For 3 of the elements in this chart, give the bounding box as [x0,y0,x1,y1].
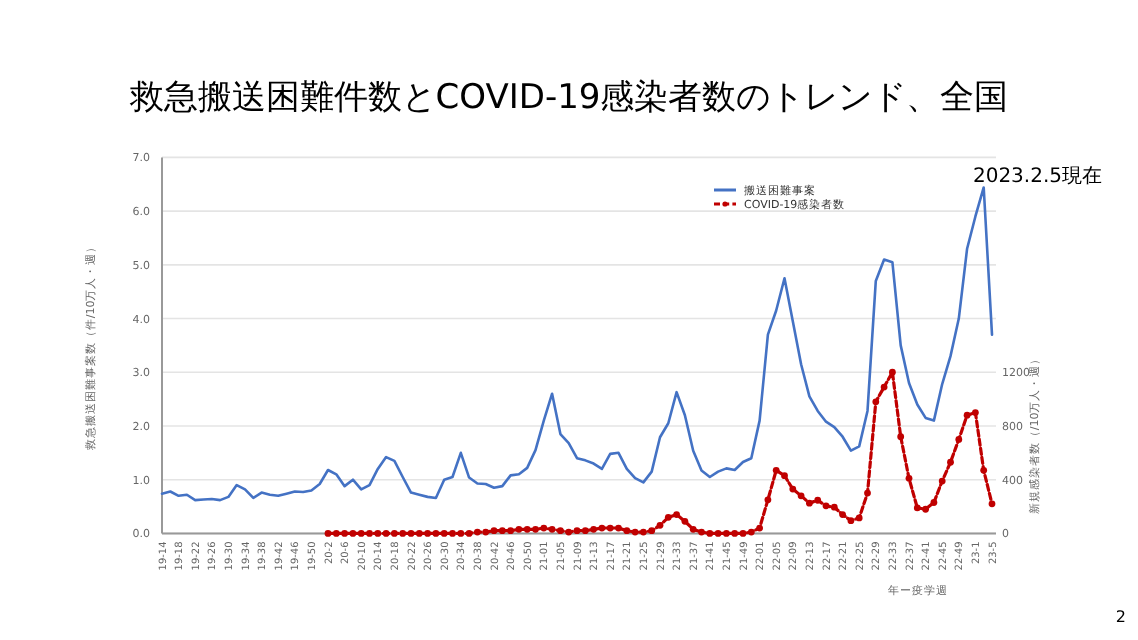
text: 2 [1115,608,1126,626]
text: 2023.2.5現在 [972,164,1102,188]
chart-title: 救急搬送困難件数とCOVID-19感染者数のトレンド、全国 [127,78,1009,118]
